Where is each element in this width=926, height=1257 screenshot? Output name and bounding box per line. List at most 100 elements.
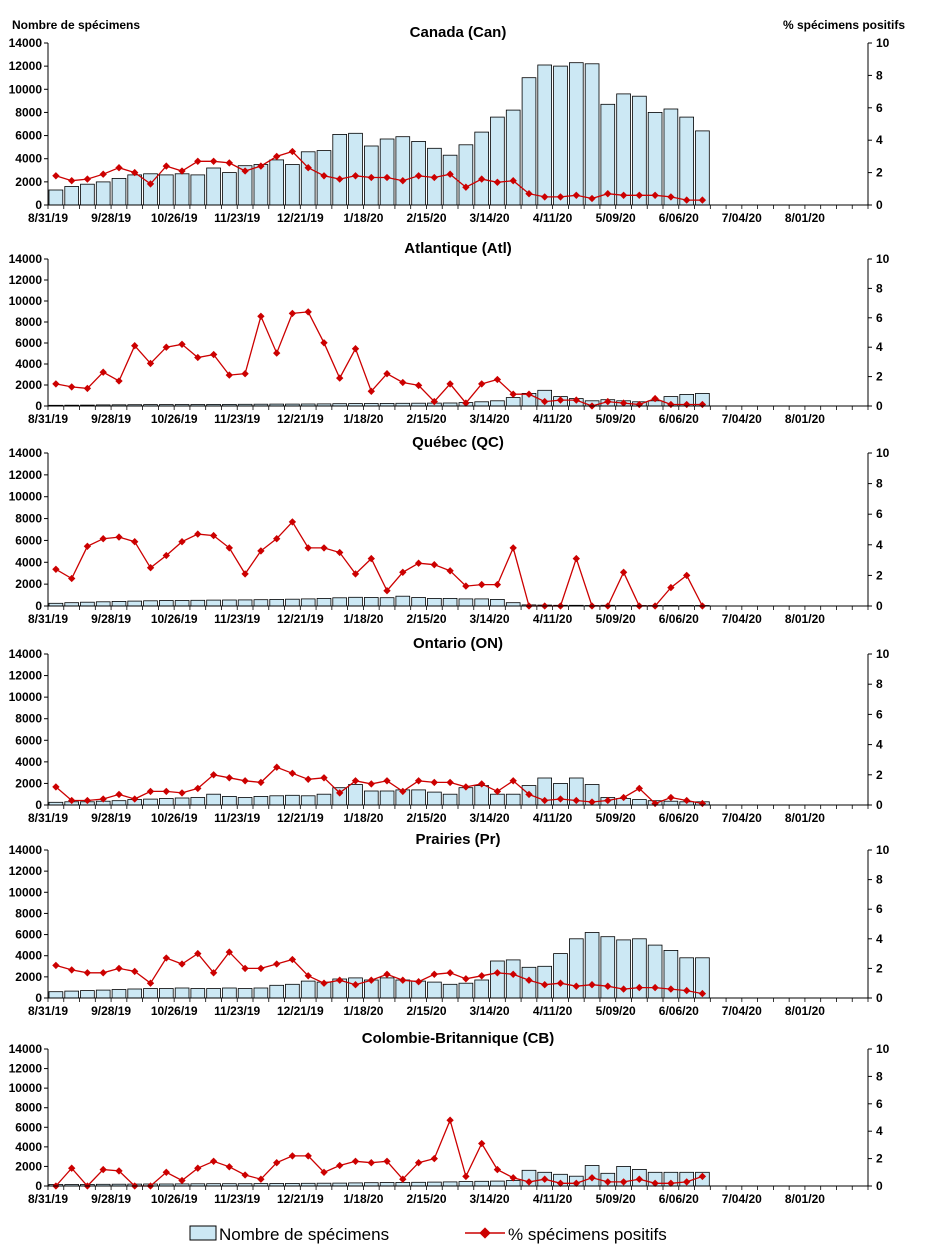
x-tick-label: 3/14/20 [469, 211, 509, 225]
bar [143, 798, 158, 806]
y-left-tick-label: 10000 [9, 885, 43, 899]
bar [427, 598, 442, 607]
y-left-tick-label: 6000 [15, 1120, 42, 1134]
bar [458, 144, 474, 206]
series-point [257, 547, 265, 555]
y-left-tick-label: 2000 [15, 970, 42, 984]
bar [616, 93, 631, 206]
y-left-tick-label: 10000 [9, 490, 43, 504]
y-left-tick-label: 12000 [9, 669, 43, 683]
bar [442, 793, 458, 806]
y-left-tick-label: 10000 [9, 690, 43, 704]
series-point [493, 787, 502, 796]
x-tick-label: 9/28/19 [91, 612, 131, 626]
series-point [556, 795, 565, 803]
bar [206, 167, 221, 206]
bar [490, 400, 505, 407]
series-point [478, 580, 486, 589]
series-point [525, 790, 533, 799]
series-point [414, 381, 423, 390]
series-point [446, 567, 454, 575]
y-left-tick-label: 10000 [9, 82, 43, 96]
bar [379, 138, 395, 206]
x-tick-label: 2/15/20 [406, 1192, 446, 1206]
bar [490, 599, 505, 607]
series-point [509, 777, 517, 785]
bar [632, 95, 647, 206]
y-right-label: % spécimens positifs [783, 18, 905, 32]
series-point [225, 371, 233, 379]
series-point [304, 308, 312, 316]
x-tick-label: 8/31/19 [28, 412, 68, 426]
bar [474, 598, 489, 607]
series-point [525, 976, 533, 984]
series-point [430, 970, 438, 978]
series-point [225, 774, 233, 782]
x-tick-label: 5/09/20 [596, 1004, 636, 1018]
x-tick-label: 4/11/20 [533, 412, 573, 426]
x-tick-label: 1/18/20 [343, 811, 383, 825]
y-left-tick-label: 0 [35, 798, 42, 812]
series-point [288, 309, 297, 318]
x-tick-label: 4/11/20 [533, 612, 573, 626]
bar [190, 174, 206, 206]
series-point [478, 780, 486, 788]
series-point [52, 172, 60, 180]
bar [237, 599, 253, 607]
x-tick-label: 8/01/20 [785, 1004, 825, 1018]
series-point [99, 368, 107, 376]
series-point [351, 345, 360, 353]
bar [80, 183, 95, 206]
legend-bar-label: Nombre de spécimens [219, 1225, 389, 1244]
bar [521, 77, 537, 206]
series-point [635, 983, 643, 992]
y-right-tick-label: 2 [876, 768, 883, 782]
series-point [572, 982, 580, 990]
series-point [288, 955, 297, 964]
x-tick-label: 7/04/20 [722, 1192, 762, 1206]
series-point [351, 172, 360, 180]
bar [474, 1180, 489, 1187]
x-tick-label: 4/11/20 [533, 1004, 573, 1018]
x-tick-label: 4/11/20 [533, 1192, 573, 1206]
y-left-tick-label: 6000 [15, 336, 42, 350]
y-right-tick-label: 0 [876, 599, 883, 613]
bar [363, 597, 379, 607]
legend-line-label: % spécimens positifs [508, 1225, 667, 1244]
x-tick-label: 11/23/19 [214, 612, 260, 626]
bar [190, 599, 206, 607]
series-point [446, 1116, 454, 1124]
bar [363, 790, 379, 806]
y-right-tick-label: 8 [876, 677, 883, 691]
bar [663, 800, 679, 806]
bar [474, 401, 489, 407]
series-point [241, 1171, 249, 1179]
bar [80, 601, 95, 607]
x-tick-label: 10/26/19 [151, 612, 198, 626]
x-tick-label: 8/31/19 [28, 811, 68, 825]
series-point [68, 383, 76, 391]
series-point [367, 554, 375, 563]
y-right-tick-label: 6 [876, 902, 883, 916]
x-tick-label: 3/14/20 [469, 412, 509, 426]
x-tick-label: 10/26/19 [151, 1004, 198, 1018]
series-point [541, 796, 549, 805]
series-point [336, 374, 344, 382]
y-left-tick-label: 4000 [15, 152, 42, 166]
series-point [304, 544, 312, 552]
bar [505, 397, 521, 407]
bar [285, 164, 300, 206]
y-left-tick-label: 12000 [9, 1062, 43, 1076]
bar [285, 983, 300, 999]
series-point [651, 1179, 659, 1187]
y-left-tick-label: 2000 [15, 577, 42, 591]
y-left-tick-label: 8000 [15, 315, 42, 329]
series-point [99, 535, 107, 543]
x-tick-label: 8/31/19 [28, 612, 68, 626]
bar [127, 174, 143, 206]
series-point [146, 359, 155, 368]
bar [442, 1181, 458, 1187]
series-point [399, 378, 407, 387]
panel-title: Québec (QC) [412, 434, 504, 451]
x-tick-label: 9/28/19 [91, 211, 131, 225]
